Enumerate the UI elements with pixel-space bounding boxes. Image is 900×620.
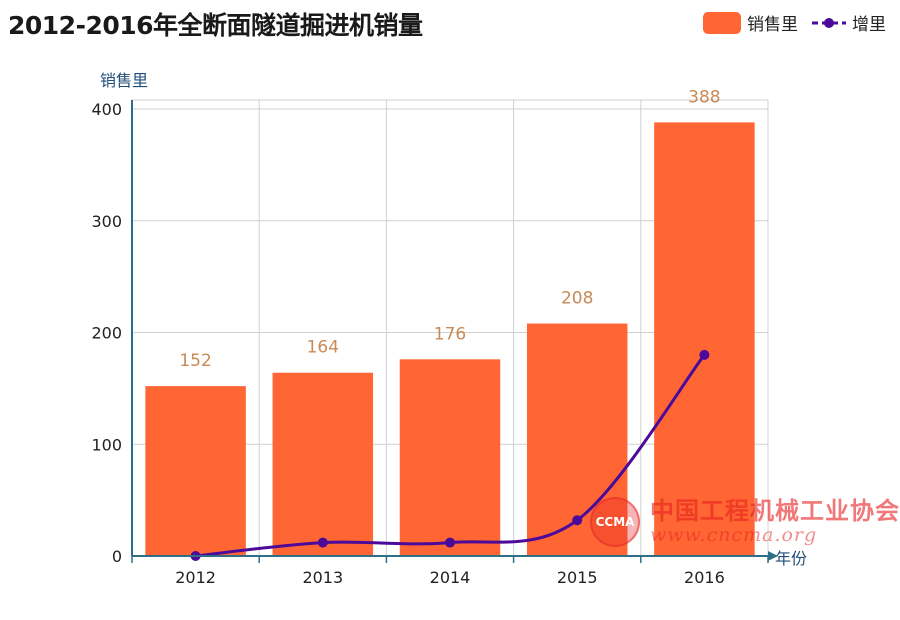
increase-line (190, 349, 710, 561)
x-tick-label: 2014 (430, 568, 471, 587)
legend-swatch-bar (703, 11, 741, 34)
bar-data-label: 388 (688, 87, 720, 107)
y-tick-label: 200 (91, 324, 122, 343)
x-axis-arrow (768, 551, 778, 561)
y-tick-labels: 0 100 200 300 400 (91, 100, 122, 566)
x-tick-label: 2016 (684, 568, 725, 587)
x-tick-label: 2013 (302, 568, 343, 587)
ccma-logo: CCMA (590, 497, 640, 547)
bar (145, 386, 246, 556)
ccma-watermark: CCMA 中国工程机械工业协会 www.cncma.org (590, 497, 900, 547)
x-tick-labels: 2012 2013 2014 2015 2016 (175, 568, 725, 587)
chart-legend: 销售里 增里 (689, 10, 886, 35)
bar-data-label: 176 (434, 324, 466, 344)
y-tick-label: 0 (112, 547, 122, 566)
legend-label-sales: 销售里 (747, 15, 798, 35)
increase-point (572, 515, 583, 526)
x-axis-label: 年份 (775, 549, 807, 568)
y-tick-label: 100 (91, 435, 122, 454)
increase-point (445, 537, 455, 548)
y-axis-label: 销售里 (100, 71, 148, 90)
x-tick-label: 2012 (175, 568, 216, 587)
bar (272, 372, 374, 556)
bar-data-label: 152 (179, 351, 211, 371)
bar (399, 359, 501, 556)
chart-title: 2012-2016年全断面隧道掘进机销量 (8, 11, 423, 40)
legend-swatch-line (812, 17, 846, 28)
x-tick-label: 2015 (557, 568, 598, 587)
watermark-url: www.cncma.org (650, 523, 818, 546)
increase-point (699, 349, 710, 360)
bar-data-label: 164 (307, 338, 339, 358)
legend-item-sales[interactable]: 销售里 (703, 10, 798, 35)
axes (131, 100, 778, 563)
bar (654, 122, 755, 556)
legend-label-increase: 增里 (852, 15, 886, 35)
legend-item-increase[interactable]: 增里 (812, 10, 886, 35)
increase-line-path (195, 353, 706, 558)
bar-data-label: 208 (561, 289, 593, 309)
bars (145, 122, 755, 556)
y-tick-label: 300 (91, 212, 122, 231)
increase-point (317, 537, 328, 548)
watermark-name: 中国工程机械工业协会 (650, 497, 900, 526)
y-tick-label: 400 (91, 100, 122, 119)
bar-data-labels: 152 164 176 208 388 (179, 87, 720, 371)
